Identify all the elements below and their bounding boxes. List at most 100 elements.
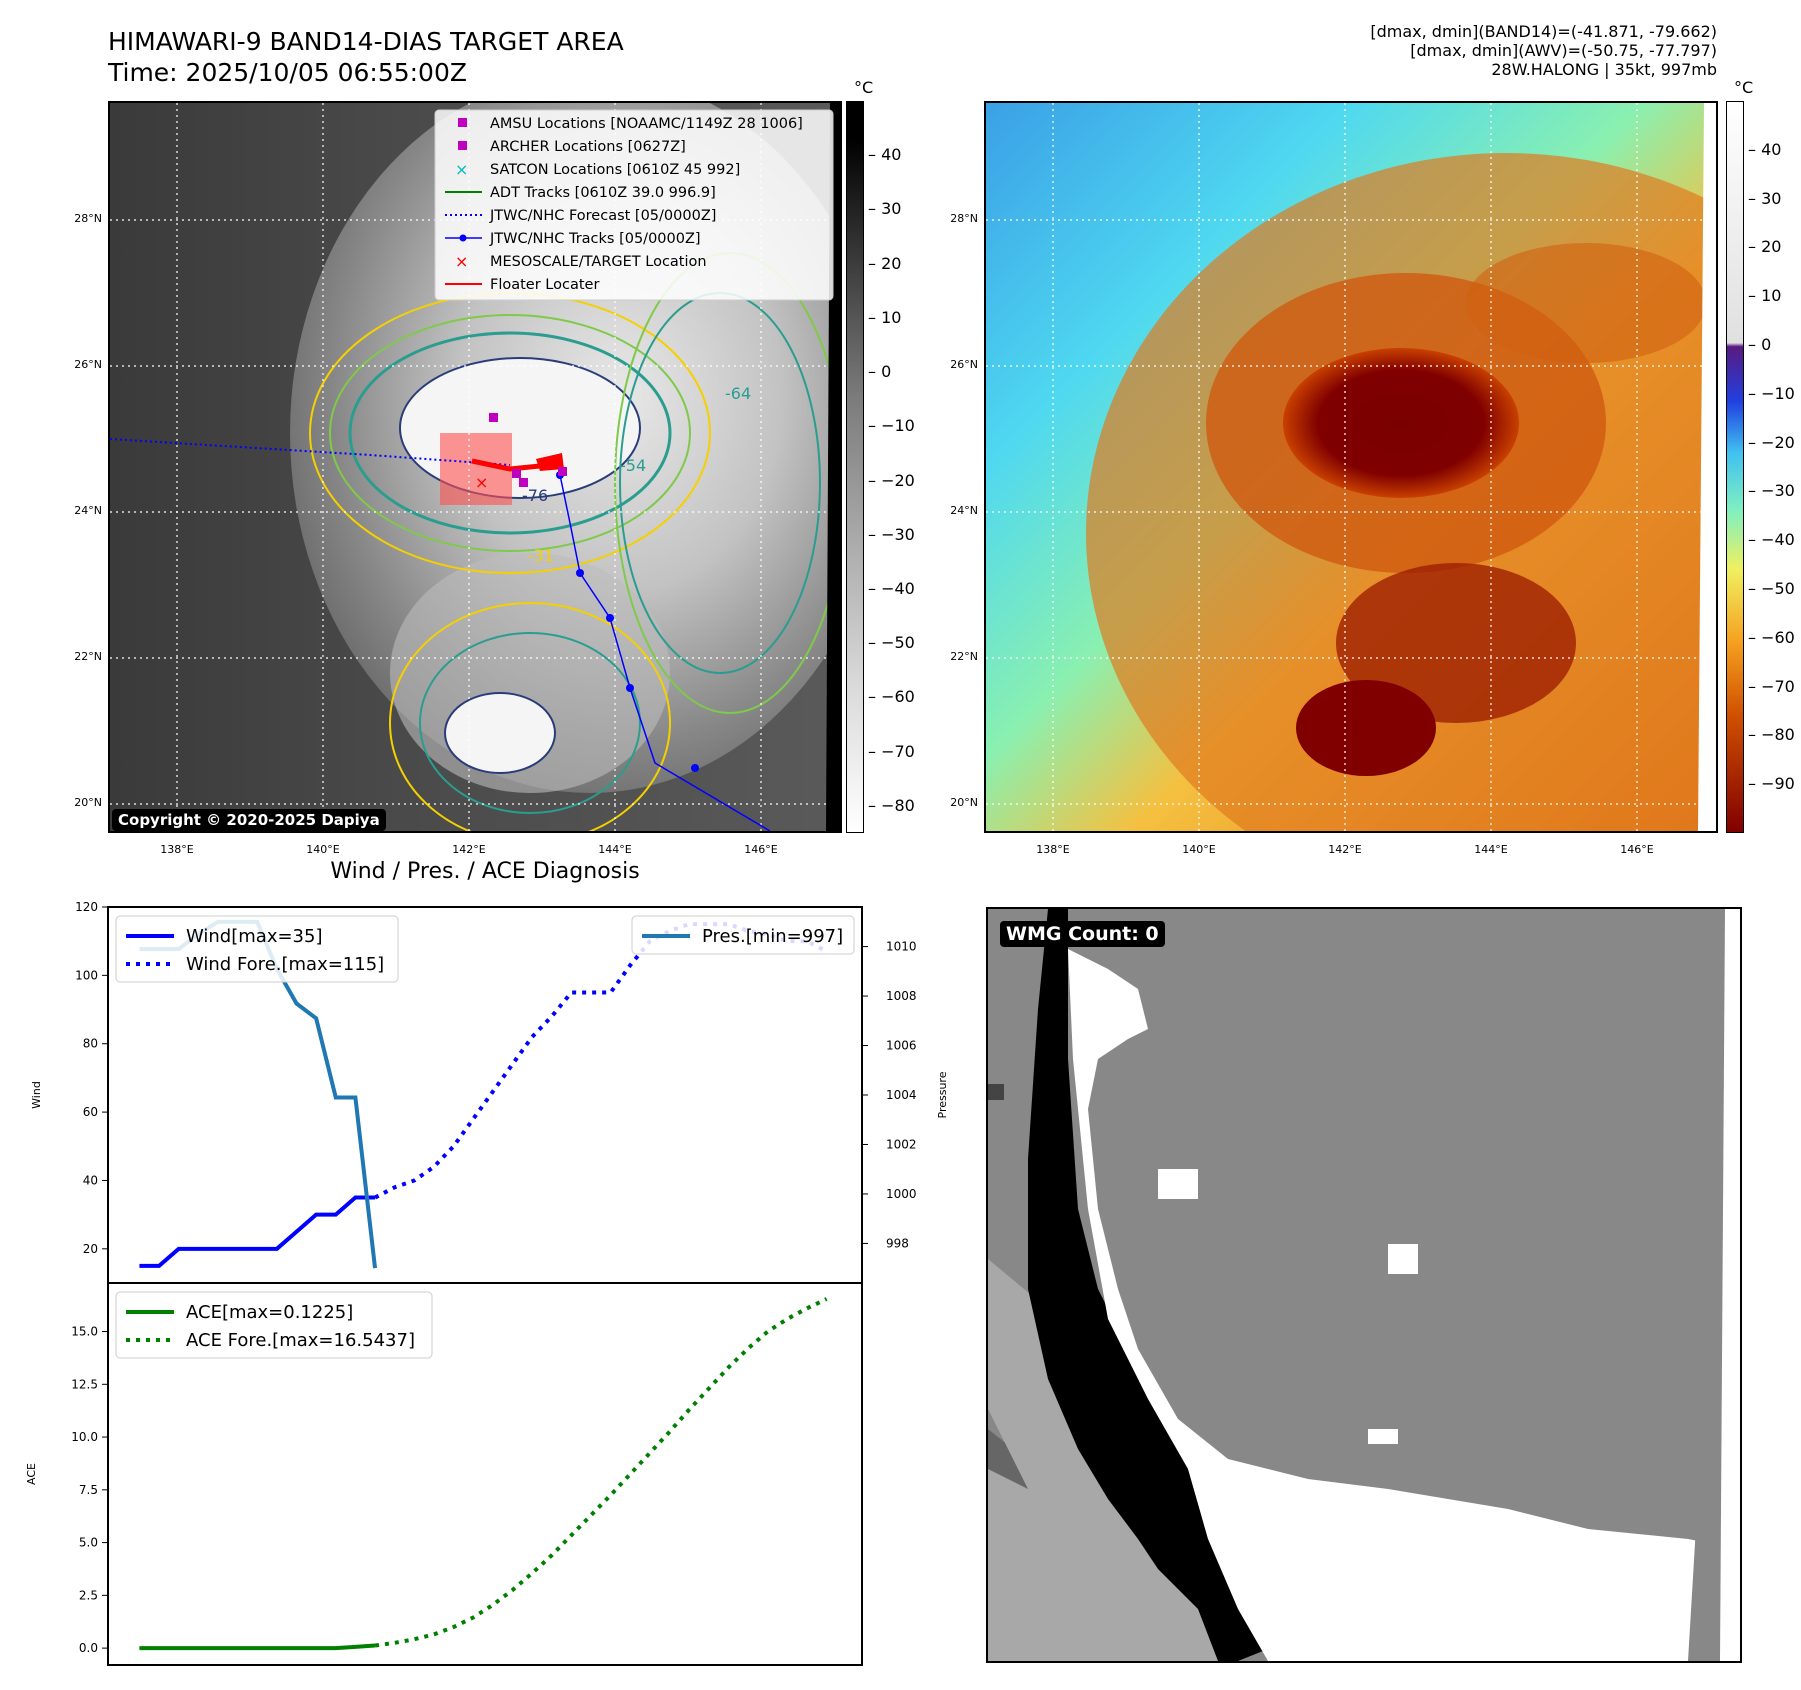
- contour-label-64: -64: [725, 384, 751, 403]
- pressure-ytick: 1010: [886, 940, 917, 954]
- colorbar-left: [846, 101, 864, 833]
- lat-label-left: 20°N: [74, 796, 102, 809]
- legend-label-1: ARCHER Locations [0627Z]: [490, 139, 686, 155]
- ace-ytick: 7.5: [79, 1483, 98, 1497]
- legend-item-3: ADT Tracks [0610Z 39.0 996.9]: [445, 185, 716, 201]
- colorbar-tick: – 20: [868, 253, 902, 273]
- pressure-ytick: 1000: [886, 1187, 917, 1201]
- ace-ytick: 2.5: [79, 1588, 98, 1602]
- graticule: [110, 103, 840, 831]
- ace-ylabel: ACE: [25, 1463, 38, 1485]
- ace-axes: [107, 1282, 863, 1666]
- colorbar-tick: – −10: [868, 416, 915, 436]
- lat-label-right: 24°N: [950, 504, 978, 517]
- ace-ytick: 12.5: [71, 1377, 98, 1391]
- legend-item-4: JTWC/NHC Forecast [05/0000Z]: [445, 208, 716, 224]
- forecast-track: [110, 438, 511, 466]
- pressure-ytick: 1006: [886, 1039, 917, 1053]
- copyright-badge: Copyright © 2020-2025 Dapiya: [112, 809, 386, 831]
- lat-label-right: 20°N: [950, 796, 978, 809]
- svg-text:×: ×: [455, 160, 468, 179]
- ir-gray-map: × -76 -64 -54 -31 AMSU Locations [NOAAMC…: [110, 103, 840, 831]
- lon-label-left: 140°E: [306, 843, 339, 856]
- pressure-ytick: 1004: [886, 1088, 917, 1102]
- legend-label-3: ADT Tracks [0610Z 39.0 996.9]: [490, 185, 716, 201]
- ace-ytick: 15.0: [71, 1325, 98, 1339]
- legend-label-6: MESOSCALE/TARGET Location: [490, 254, 707, 270]
- wind-ytick: 120: [75, 900, 98, 914]
- legend-label-5: JTWC/NHC Tracks [05/0000Z]: [489, 231, 701, 247]
- chart-title: Wind / Pres. / ACE Diagnosis: [330, 860, 639, 884]
- colorbar-tick: – 0: [868, 362, 892, 382]
- wind-ytick: 60: [83, 1105, 98, 1119]
- chart-legend-label: ACE Fore.[max=16.5437]: [186, 1330, 415, 1351]
- lat-label-right: 28°N: [950, 212, 978, 225]
- wind-ytick: 100: [75, 968, 98, 982]
- lon-label-left: 144°E: [598, 843, 631, 856]
- colorbar-tick: – 40: [868, 145, 902, 165]
- ace-ytick: 10.0: [71, 1430, 98, 1444]
- colorbar-right: [1726, 101, 1744, 833]
- colorbar-tick: – −60: [1748, 627, 1795, 647]
- lat-label-right: 22°N: [950, 650, 978, 663]
- lat-label-left: 22°N: [74, 650, 102, 663]
- colorbar-tick: – 10: [1748, 286, 1782, 306]
- pressure-ytick: 1008: [886, 989, 917, 1003]
- lat-label-left: 26°N: [74, 358, 102, 371]
- colorbar-right-unit: °C: [1734, 78, 1754, 97]
- pressure-ytick: 998: [886, 1236, 909, 1250]
- lon-label-right: 144°E: [1474, 843, 1507, 856]
- wmg-panel: WMG Count: 0: [986, 907, 1742, 1663]
- lon-label-left: 142°E: [452, 843, 485, 856]
- lon-label-right: 146°E: [1620, 843, 1653, 856]
- colorbar-tick: – −30: [868, 524, 915, 544]
- colorbar-tick: – −30: [1748, 481, 1795, 501]
- map-legend: AMSU Locations [NOAAMC/1149Z 28 1006] ARC…: [434, 109, 834, 301]
- lat-label-left: 28°N: [74, 212, 102, 225]
- ace-ytick: 0.0: [79, 1641, 98, 1655]
- pressure-ytick: 1002: [886, 1137, 917, 1151]
- wind-ytick: 20: [83, 1242, 98, 1256]
- colorbar-tick: – 30: [1748, 188, 1782, 208]
- legend-label-7: Floater Locater: [490, 277, 599, 293]
- contour-label-76: -76: [522, 486, 548, 505]
- lat-label-left: 24°N: [74, 504, 102, 517]
- target-x-mark: ×: [475, 473, 488, 492]
- chart-legend-label: Wind Fore.[max=115]: [186, 954, 384, 975]
- colorbar-tick: – −40: [868, 579, 915, 598]
- wmg-count-badge: WMG Count: 0: [1000, 921, 1165, 947]
- amsu-archer-markers: [489, 413, 567, 487]
- legend-item-5: JTWC/NHC Tracks [05/0000Z]: [445, 231, 701, 247]
- awv-color-map: [986, 103, 1716, 831]
- lon-label-right: 142°E: [1328, 843, 1361, 856]
- lat-label-right: 26°N: [950, 358, 978, 371]
- colorbar-left-ticks: – 40 – 30 – 20 – 10 – 0 – −10 – −20 – −30 – −40 –…: [868, 101, 928, 833]
- colorbar-tick: – −90: [1748, 774, 1795, 794]
- colorbar-left-unit: °C: [854, 78, 874, 97]
- stat-band14: [dmax, dmin](BAND14)=(-41.871, -79.662): [1370, 22, 1717, 41]
- series-line-1: [374, 922, 828, 1200]
- colorbar-tick: – −50: [1748, 579, 1795, 598]
- map-axis-labels: 28°N 26°N 24°N 22°N 20°N 28°N 26°N 24°N 22°N 20°…: [74, 212, 1654, 856]
- colorbar-tick: – −50: [868, 633, 915, 653]
- contour-label-31: -31: [528, 546, 554, 565]
- colorbar-tick: – −80: [1748, 725, 1795, 745]
- legend-label-4: JTWC/NHC Forecast [05/0000Z]: [489, 208, 716, 224]
- lon-label-left: 146°E: [744, 843, 777, 856]
- legend-item-7: Floater Locater: [445, 277, 599, 293]
- ir-gray-map-panel: × -76 -64 -54 -31 AMSU Locations [NOAAMC…: [108, 101, 842, 833]
- ace-series-line-1: [374, 1297, 828, 1648]
- colorbar-tick: – 30: [868, 199, 902, 219]
- colorbar-tick: – −10: [1748, 383, 1795, 403]
- stats-block: [dmax, dmin](BAND14)=(-41.871, -79.662) …: [1370, 22, 1717, 79]
- colorbar-tick: – −40: [1748, 530, 1795, 550]
- colorbar-tick: – 20: [1748, 237, 1782, 257]
- lon-label-left: 138°E: [160, 843, 193, 856]
- legend-item-0: AMSU Locations [NOAAMC/1149Z 28 1006]: [458, 116, 803, 132]
- pressure-ylabel: Pressure: [936, 1071, 949, 1118]
- stat-awv: [dmax, dmin](AWV)=(-50.75, -77.797): [1410, 41, 1717, 60]
- contour-label-54: -54: [620, 456, 646, 475]
- diagnosis-charts: Wind / Pres. / ACE Diagnosis Wind Pressu…: [25, 860, 949, 1666]
- colorbar-tick: – −20: [1748, 432, 1795, 452]
- svg-text:×: ×: [455, 252, 468, 271]
